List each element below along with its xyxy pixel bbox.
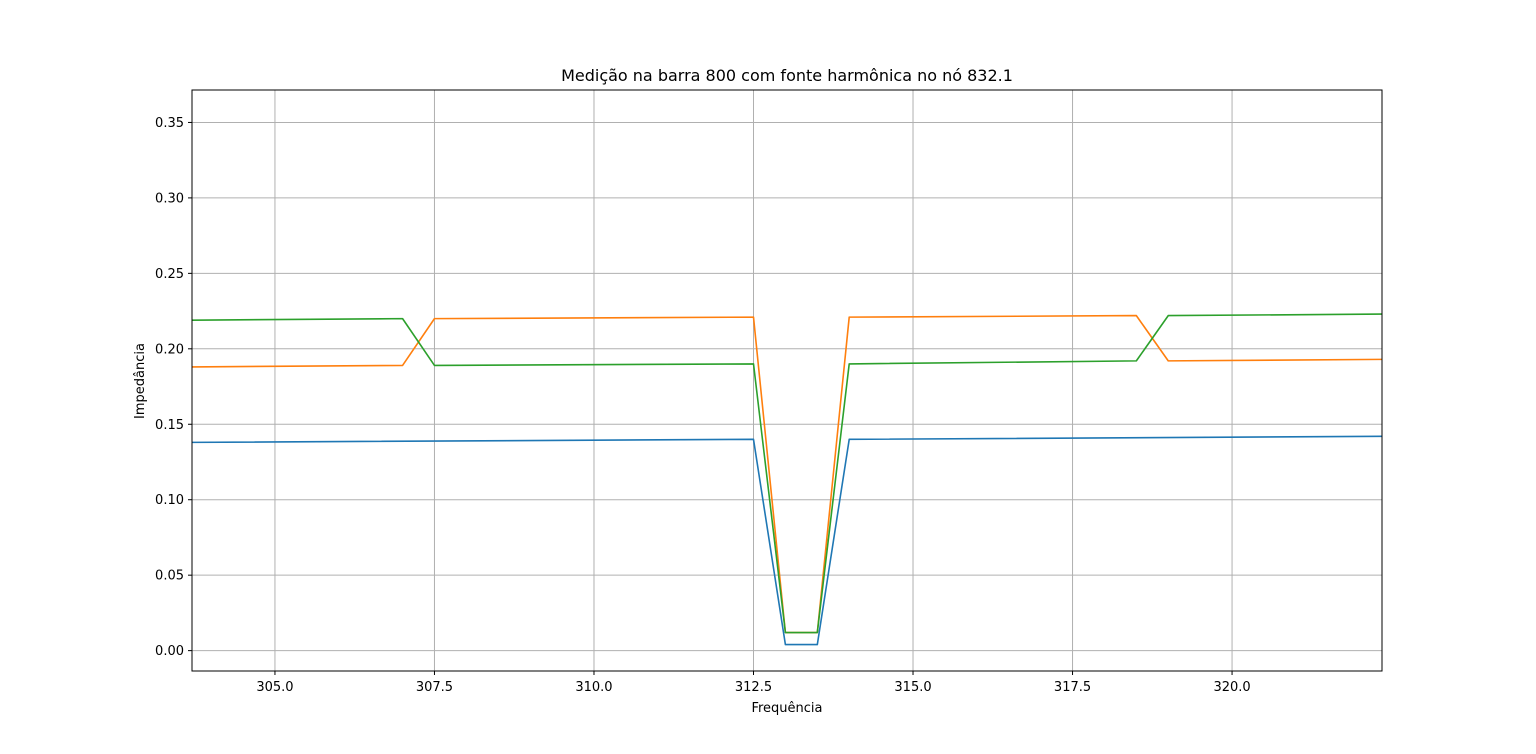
y-tick-label: 0.25 <box>155 267 184 282</box>
plot-frame <box>191 89 1383 672</box>
x-tick-label: 307.5 <box>416 680 453 695</box>
y-tick-label: 0.15 <box>155 418 184 433</box>
series-group <box>191 313 1383 646</box>
x-axis-label: Frequência <box>751 701 822 716</box>
x-tick-label: 317.5 <box>1054 680 1091 695</box>
series-line-3 <box>191 313 1383 634</box>
series-line-2 <box>191 314 1383 634</box>
x-tick-label: 320.0 <box>1213 680 1250 695</box>
x-axis: 305.0 307.5 310.0 312.5 315.0 317.5 320.0 <box>256 671 1251 695</box>
x-tick-label: 315.0 <box>894 680 931 695</box>
y-axis: 0.00 0.05 0.10 0.15 0.20 0.25 0.30 0.35 <box>155 116 192 659</box>
x-tick-label: 310.0 <box>575 680 612 695</box>
chart-title: Medição na barra 800 com fonte harmônica… <box>561 66 1013 85</box>
grid-lines <box>192 90 1382 671</box>
y-tick-label: 0.20 <box>155 342 184 357</box>
x-tick-label: 312.5 <box>735 680 772 695</box>
y-tick-label: 0.00 <box>155 644 184 659</box>
series-line-1 <box>191 435 1383 646</box>
y-tick-label: 0.35 <box>155 116 184 131</box>
y-tick-label: 0.10 <box>155 493 184 508</box>
y-tick-label: 0.05 <box>155 569 184 584</box>
x-tick-label: 305.0 <box>256 680 293 695</box>
y-tick-label: 0.30 <box>155 191 184 206</box>
y-axis-label: Impedância <box>133 343 148 419</box>
